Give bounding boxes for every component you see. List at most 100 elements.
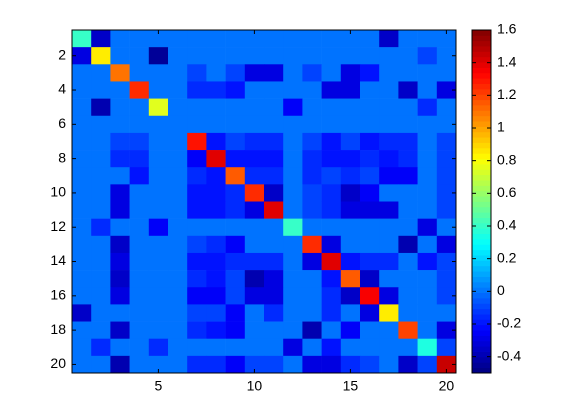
heatmap-cell [225,64,246,82]
colorbar-step [472,40,491,47]
heatmap-cell [206,115,226,134]
colorbar-step [472,56,491,63]
heatmap-cell [321,115,342,134]
colorbar-tick-label: 0 [497,282,505,298]
heatmap-cell [283,338,303,357]
colorbar-step [472,319,491,326]
heatmap-cell [379,47,399,65]
heatmap-cell [206,270,226,288]
heatmap-cell [417,64,438,82]
heatmap-cell [129,64,150,82]
heatmap-cell [302,150,322,168]
colorbar-step [472,78,491,84]
colorbar-step [472,67,491,74]
heatmap-cell [321,201,342,219]
y-tick-label: 18 [50,321,66,337]
heatmap-cell [206,201,226,219]
heatmap-cell [72,64,92,82]
colorbar-step [472,356,491,363]
heatmap-cell [148,304,169,322]
colorbar-step [472,163,491,170]
heatmap-cell [417,338,438,357]
heatmap-cell [148,81,169,99]
heatmap-cell [148,98,169,117]
heatmap-cell [187,184,207,202]
heatmap-cell [187,30,207,48]
heatmap-cell [244,64,265,82]
heatmap-cell [379,270,399,288]
heatmap-cell [206,355,226,374]
heatmap-cell [225,81,246,99]
heatmap-cell [91,218,111,237]
heatmap-cell [244,304,265,322]
heatmap-cell [436,304,457,322]
heatmap-cell [398,304,418,322]
heatmap-cell [417,30,438,48]
heatmap-cell [129,150,150,168]
heatmap-cell [244,81,265,99]
colorbar-step [472,249,491,256]
heatmap-cell [379,355,399,374]
heatmap-cell [225,287,246,305]
heatmap-cell [148,235,169,254]
heatmap-cell [244,252,265,271]
heatmap-cell [302,270,322,288]
heatmap-cell [321,167,342,185]
heatmap-cell [436,235,457,254]
colorbar-step [472,222,491,229]
colorbar-step [472,276,491,283]
heatmap-cell [225,270,246,288]
heatmap-cell [436,252,457,271]
heatmap-cell [72,338,92,357]
heatmap-cell [206,218,226,237]
heatmap-cell [379,132,399,151]
heatmap-cell [110,184,130,202]
heatmap-cell [379,98,399,117]
colorbar-step [472,46,491,52]
heatmap-cell [264,270,284,288]
heatmap-cell [110,201,130,219]
heatmap-cell [379,235,399,254]
colorbar-step [472,335,491,342]
heatmap-cell [398,338,418,357]
colorbar-step [472,115,491,122]
heatmap-cell [264,355,284,374]
colorbar-step [472,346,491,352]
heatmap-cell [379,184,399,202]
x-tick-label: 20 [439,378,455,394]
heatmap-cell [187,81,207,99]
heatmap-cell [168,321,188,339]
heatmap-cell [360,30,380,48]
heatmap-cell [283,115,303,134]
y-tick-label: 16 [50,287,66,303]
heatmap-cell [148,355,169,374]
x-tick-label: 10 [247,378,263,394]
heatmap-cell [264,235,284,254]
heatmap-cell [110,235,130,254]
heatmap-cell [225,167,246,185]
heatmap-cell [72,132,92,151]
heatmap-cell [91,30,111,48]
plot-frame [71,29,457,374]
heatmap-cell [91,321,111,339]
heatmap-cell [110,115,130,134]
heatmap-cell [302,321,322,339]
colorbar-step [472,105,491,111]
heatmap-cell [283,355,303,374]
colorbar-step [472,308,491,315]
heatmap-cell [72,304,92,322]
heatmap-cell [72,167,92,185]
heatmap-cell [417,98,438,117]
heatmap-cell [321,287,342,305]
heatmap-cell [110,167,130,185]
heatmap-cell [436,150,457,168]
heatmap-cell [398,287,418,305]
heatmap-cell [340,64,361,82]
heatmap-cell [244,184,265,202]
heatmap-cell [379,338,399,357]
heatmap-cell [168,201,188,219]
heatmap-cell [321,218,342,237]
heatmap-cell [321,64,342,82]
heatmap-cell [398,321,418,339]
heatmap-cell [398,132,418,151]
